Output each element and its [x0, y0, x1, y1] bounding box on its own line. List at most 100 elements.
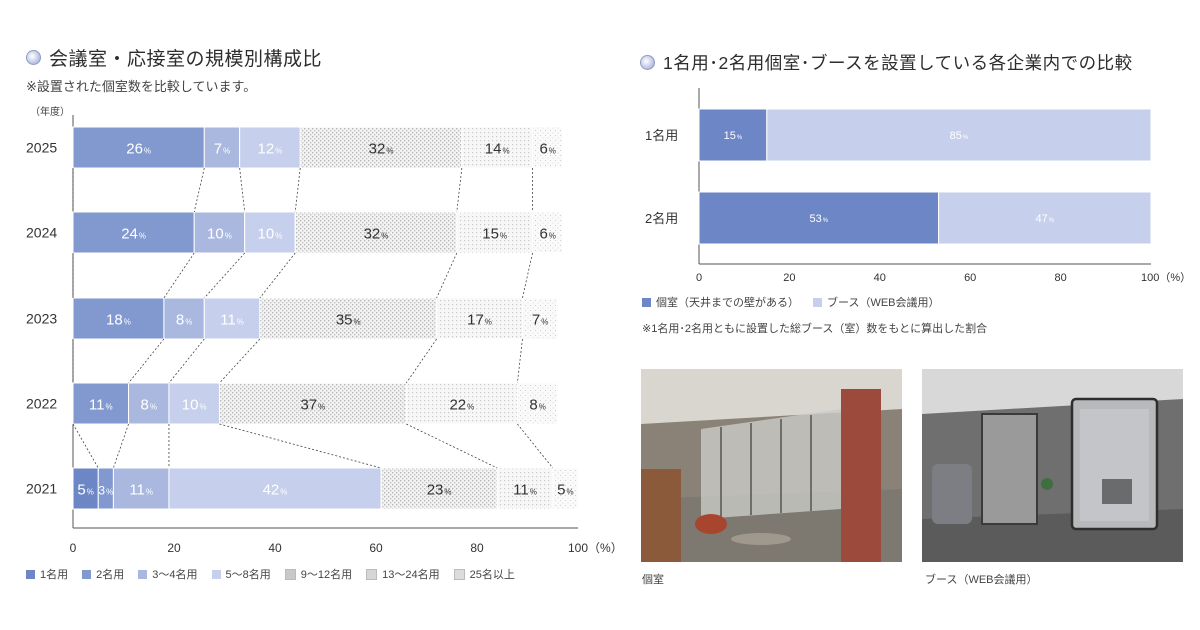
left-legend-label: 2名用: [96, 569, 125, 581]
left-chart-legend: 1名用 2名用 3〜4名用 5〜8名用 9〜12名用 13〜24名用 25名以上: [26, 566, 529, 582]
left-year-label: 2021: [26, 481, 57, 497]
left-bar-unit: %: [139, 232, 146, 241]
left-legend-item: 13〜24名用: [366, 566, 440, 582]
left-connector-line: [406, 423, 498, 469]
left-bar-unit: %: [275, 232, 282, 241]
left-chart-note: ※設置された個室数を比較しています。: [26, 79, 257, 94]
left-connector-line: [456, 167, 463, 213]
right-bar-segment: [698, 108, 768, 162]
left-x-tick-label: 0: [70, 541, 77, 555]
web-booth-photo: [922, 369, 1183, 562]
legend-swatch-icon: [284, 568, 296, 580]
left-bar-unit: %: [541, 318, 548, 327]
right-bar-segment: [766, 108, 1152, 162]
left-bar-segment: [516, 382, 559, 425]
left-connector-line: [168, 338, 205, 384]
right-x-tick-label: 100（%）: [1141, 271, 1191, 284]
right-x-tick-label: 0: [696, 272, 702, 284]
left-bar-unit: %: [386, 147, 393, 156]
left-bar-unit: %: [500, 232, 507, 241]
left-bar-segment: [461, 126, 534, 169]
legend-swatch-icon: [82, 569, 92, 579]
left-connector-line: [204, 252, 245, 299]
left-bar-unit: %: [87, 488, 94, 497]
left-bar-segment: [203, 297, 261, 340]
left-connector-line: [219, 338, 261, 384]
left-bar-unit: %: [549, 232, 556, 241]
legend-swatch-icon: [366, 568, 378, 580]
legend-swatch-icon: [642, 297, 651, 307]
left-bar-unit: %: [106, 488, 113, 497]
left-bar-unit: %: [502, 147, 509, 156]
left-bar-unit: %: [275, 147, 282, 156]
left-legend-label: 9〜12名用: [300, 569, 353, 581]
year-unit-label: （年度）: [30, 107, 70, 118]
left-connector-line: [294, 167, 301, 213]
left-bar-segment: [244, 211, 296, 254]
left-bar-unit: %: [199, 403, 206, 412]
left-bar-segment: [72, 211, 195, 254]
right-legend-item: 個室（天井までの壁がある）: [642, 294, 799, 310]
left-legend-item: 1名用: [26, 566, 68, 582]
left-bar-unit: %: [144, 147, 151, 156]
left-x-tick-label: 80: [470, 541, 484, 555]
left-bar-segment: [294, 211, 458, 254]
left-bar-unit: %: [485, 318, 492, 327]
left-connector-line: [436, 252, 458, 299]
left-bar-unit: %: [185, 318, 192, 327]
left-bar-segment: [218, 382, 407, 425]
left-bar-unit: %: [150, 403, 157, 412]
left-bar-segment: [168, 467, 382, 510]
right-title-row: 1名用･2名用個室･ブースを設置している各企業内での比較: [640, 50, 1133, 75]
left-legend-item: 3〜4名用: [138, 566, 198, 582]
left-connector-line: [405, 338, 437, 384]
right-chart-note: ※1名用･2名用ともに設置した総ブース（室）数をもとに算出した割合: [642, 323, 988, 335]
left-year-label: 2023: [26, 311, 57, 327]
left-bar-unit: %: [237, 318, 244, 327]
left-connector-line: [219, 423, 382, 469]
right-bar-unit: %: [823, 218, 829, 224]
left-bar-unit: %: [280, 488, 287, 497]
right-x-tick-label: 20: [783, 272, 795, 284]
legend-swatch-icon: [453, 568, 465, 580]
left-x-tick-label: 40: [268, 541, 282, 555]
left-stacked-bar-chart: 2025 26% 7% 12% 32% 14% 6%2024 24% 10% 10% 32% 15% 6…: [26, 115, 623, 555]
legend-swatch-icon: [26, 569, 35, 579]
left-bar-segment: [299, 126, 463, 169]
left-bar-unit: %: [566, 488, 573, 497]
left-bar-segment: [72, 382, 130, 425]
left-bar-unit: %: [381, 232, 388, 241]
right-category-label: 2名用: [645, 211, 678, 226]
right-stacked-bar-chart: 1名用 15% 85%2名用 53% 47%0 20 40 60 80 100（%）: [645, 88, 1191, 284]
right-x-tick-label: 80: [1054, 272, 1066, 284]
private-room-caption: 個室: [642, 574, 664, 586]
left-bar-value-label: 3%: [98, 484, 113, 498]
right-chart-legend: 個室（天井までの壁がある） ブース（WEB会議用）: [642, 294, 954, 310]
left-legend-label: 1名用: [40, 569, 69, 581]
left-bar-segment: [436, 297, 523, 340]
web-booth-caption: ブース（WEB会議用）: [925, 574, 1038, 586]
left-connector-line: [259, 252, 296, 299]
private-room-photo: [641, 369, 902, 562]
left-connector-line: [72, 423, 99, 469]
left-bar-segment: [72, 297, 165, 340]
left-x-tick-label: 100（%）: [568, 541, 623, 555]
left-bar-unit: %: [444, 488, 451, 497]
right-bar-unit: %: [1049, 218, 1055, 224]
left-legend-item: 2名用: [82, 566, 124, 582]
left-bar-unit: %: [539, 403, 546, 412]
left-bar-segment: [112, 467, 170, 510]
left-bar-unit: %: [223, 147, 230, 156]
left-bar-segment: [521, 297, 559, 340]
left-bar-unit: %: [318, 403, 325, 412]
left-bar-segment: [552, 467, 579, 510]
right-chart-title: 1名用･2名用個室･ブースを設置している各企業内での比較: [663, 53, 1133, 73]
left-title-row: 会議室・応接室の規模別構成比: [26, 44, 322, 71]
left-connector-line: [128, 338, 165, 384]
left-year-label: 2024: [26, 225, 57, 241]
left-bar-segment: [72, 467, 99, 510]
left-connector-line: [239, 167, 246, 213]
left-bar-unit: %: [549, 147, 556, 156]
legend-swatch-icon: [138, 569, 148, 579]
